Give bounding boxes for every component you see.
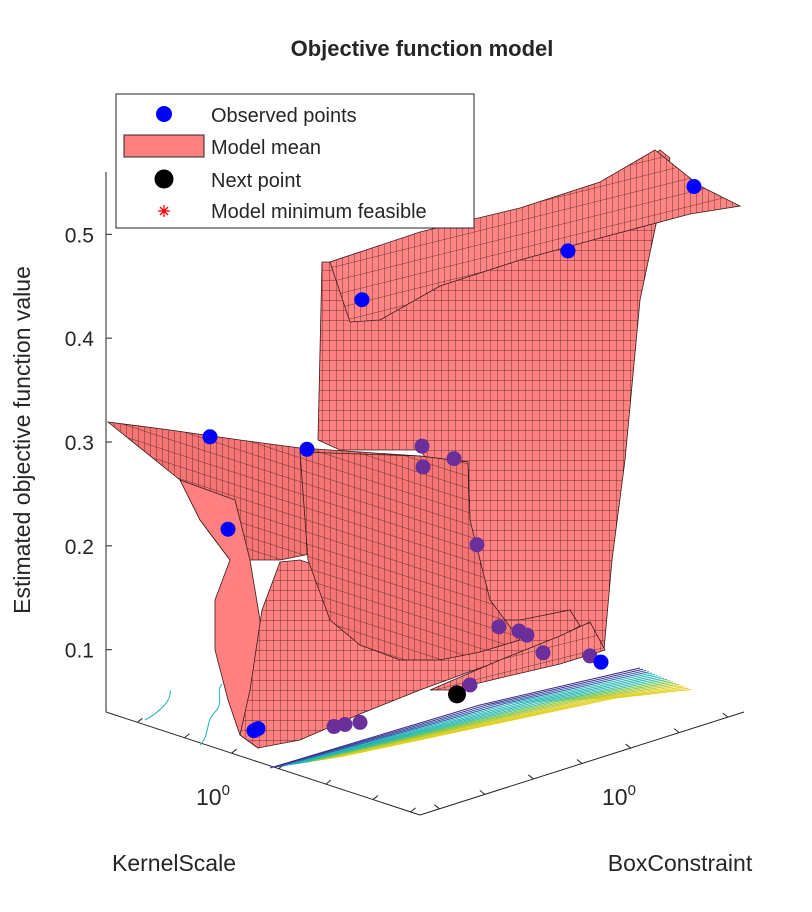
observed-point: [462, 677, 478, 693]
legend: Observed points Model mean Next point Mo…: [115, 93, 475, 229]
contour-line: [281, 671, 650, 767]
observed-point: [415, 459, 431, 475]
contour-line: [277, 670, 647, 768]
chart-title: Objective function model: [291, 36, 554, 61]
contour-line: [293, 675, 659, 765]
observed-point: [354, 292, 370, 308]
observed-point: [686, 179, 702, 195]
contour-line: [273, 668, 644, 768]
legend-next-marker: [154, 169, 174, 189]
legend-box: [115, 93, 475, 229]
base-tick: [410, 807, 416, 813]
observed-point: [202, 429, 218, 445]
x-axis-label: KernelScale: [112, 850, 236, 876]
contour-line: [305, 678, 668, 763]
legend-minimum-label: Model minimum feasible: [211, 201, 427, 223]
observed-points: [202, 179, 702, 739]
legend-minimum-marker: [158, 205, 170, 217]
observed-point: [326, 719, 342, 735]
contour-line: [317, 682, 677, 761]
y-axis-label: BoxConstraint: [608, 850, 753, 876]
surface-upper-ridge: [329, 149, 742, 323]
observed-point: [352, 714, 368, 730]
z-tick-label: 0.3: [65, 432, 94, 455]
base-tick: [184, 733, 190, 739]
base-tick: [372, 795, 379, 800]
z-axis: 0.1 0.2 0.3 0.4 0.5: [65, 172, 112, 712]
observed-point: [220, 521, 236, 537]
x-tick-label: 100: [196, 782, 230, 810]
surface-center-fold: [299, 451, 521, 661]
observed-point: [469, 537, 485, 553]
observed-point: [560, 243, 576, 259]
legend-observed-label: Observed points: [211, 105, 357, 127]
contour-line: [313, 681, 674, 762]
base-tick: [479, 790, 486, 795]
model-mean-surface: [106, 149, 742, 749]
observed-point: [593, 654, 609, 670]
contour-line: [301, 677, 665, 764]
observed-point: [414, 438, 430, 454]
legend-mean-swatch: [123, 134, 205, 158]
contour-line: [144, 683, 223, 746]
observed-point: [299, 441, 315, 457]
z-tick-label: 0.2: [65, 536, 94, 559]
z-axis-label: Estimated objective function value: [9, 266, 35, 614]
base-tick: [137, 717, 143, 723]
base-tick: [231, 748, 237, 754]
observed-point: [519, 627, 535, 643]
contour-line: [297, 676, 662, 765]
observed-point: [582, 648, 598, 664]
base-tick: [434, 804, 440, 810]
legend-observed-marker: [156, 106, 172, 122]
observed-point: [446, 451, 462, 467]
legend-next-label: Next point: [211, 170, 301, 192]
contour-line: [285, 672, 653, 766]
base-tick: [528, 774, 534, 780]
contour-line: [333, 687, 689, 759]
observed-point: [535, 645, 551, 661]
contour-line: [289, 673, 656, 766]
contour-line: [337, 688, 692, 758]
z-tick-label: 0.5: [65, 224, 94, 247]
z-tick-label: 0.4: [65, 328, 95, 351]
contour-line: [321, 683, 680, 761]
next-point-marker: [448, 685, 466, 704]
legend-mean-label: Model mean: [211, 137, 321, 159]
contour-lines: [144, 667, 692, 769]
contour-line: [325, 685, 683, 760]
observed-point: [491, 619, 507, 635]
base-tick: [625, 743, 631, 749]
observed-point: [246, 723, 262, 739]
base-tick: [576, 759, 583, 764]
base-tick: [325, 779, 332, 785]
base-axes: [105, 711, 745, 816]
z-tick-label: 0.1: [65, 640, 94, 663]
y-tick-label: 100: [602, 782, 636, 810]
contour-line: [309, 680, 671, 763]
contour-line: [329, 686, 686, 760]
base-tick: [673, 728, 680, 733]
base-tick: [722, 712, 729, 718]
contour-line: [269, 667, 641, 769]
